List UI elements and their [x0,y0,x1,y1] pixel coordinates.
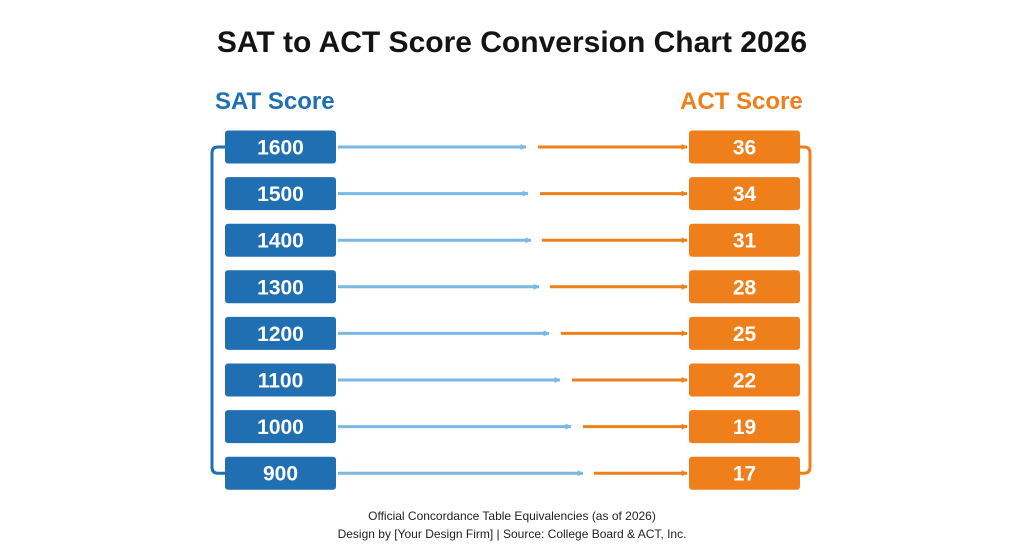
act-column-header: ACT Score [680,88,803,115]
sat-score-label: 1500 [257,183,304,206]
sat-score-label: 1600 [257,137,304,160]
sat-score-box [225,316,336,350]
act-score-label: 22 [733,370,756,393]
page-title: SAT to ACT Score Conversion Chart 2026 [216,26,808,59]
act-score-box [689,223,800,257]
act-score-label: 31 [733,230,757,253]
act-score-box [689,177,800,211]
sat-score-label: 1100 [258,370,304,393]
sat-score-label: 1000 [257,416,304,439]
sat-score-box [225,270,336,304]
sat-score-box [225,177,336,211]
footer-credit: Design by [Your Design Firm] | Source: C… [337,527,687,541]
sat-score-box [225,363,336,397]
sat-score-label: 1400 [257,230,304,253]
sat-score-label: 1200 [257,323,304,346]
act-bracket [800,145,812,475]
act-score-box [689,130,800,164]
act-score-label: 25 [733,323,757,346]
sat-score-box [225,223,336,257]
act-score-box [689,270,800,304]
footer-note: Official Concordance Table Equivalencies… [368,509,656,523]
sat-score-box [225,410,336,444]
act-score-label: 19 [733,416,756,439]
act-score-box [689,456,800,490]
act-score-label: 17 [733,463,756,486]
sat-column-header: SAT Score [215,88,335,115]
act-score-label: 34 [733,183,757,206]
sat-score-box [225,130,336,164]
sat-score-label: 900 [263,463,298,486]
act-score-label: 28 [733,276,757,299]
sat-bracket [210,145,225,475]
sat-score-box [225,456,336,490]
act-score-box [689,363,800,397]
act-score-box [689,410,800,444]
act-score-box [689,316,800,350]
act-score-label: 36 [733,137,756,160]
sat-score-label: 1300 [257,276,304,299]
